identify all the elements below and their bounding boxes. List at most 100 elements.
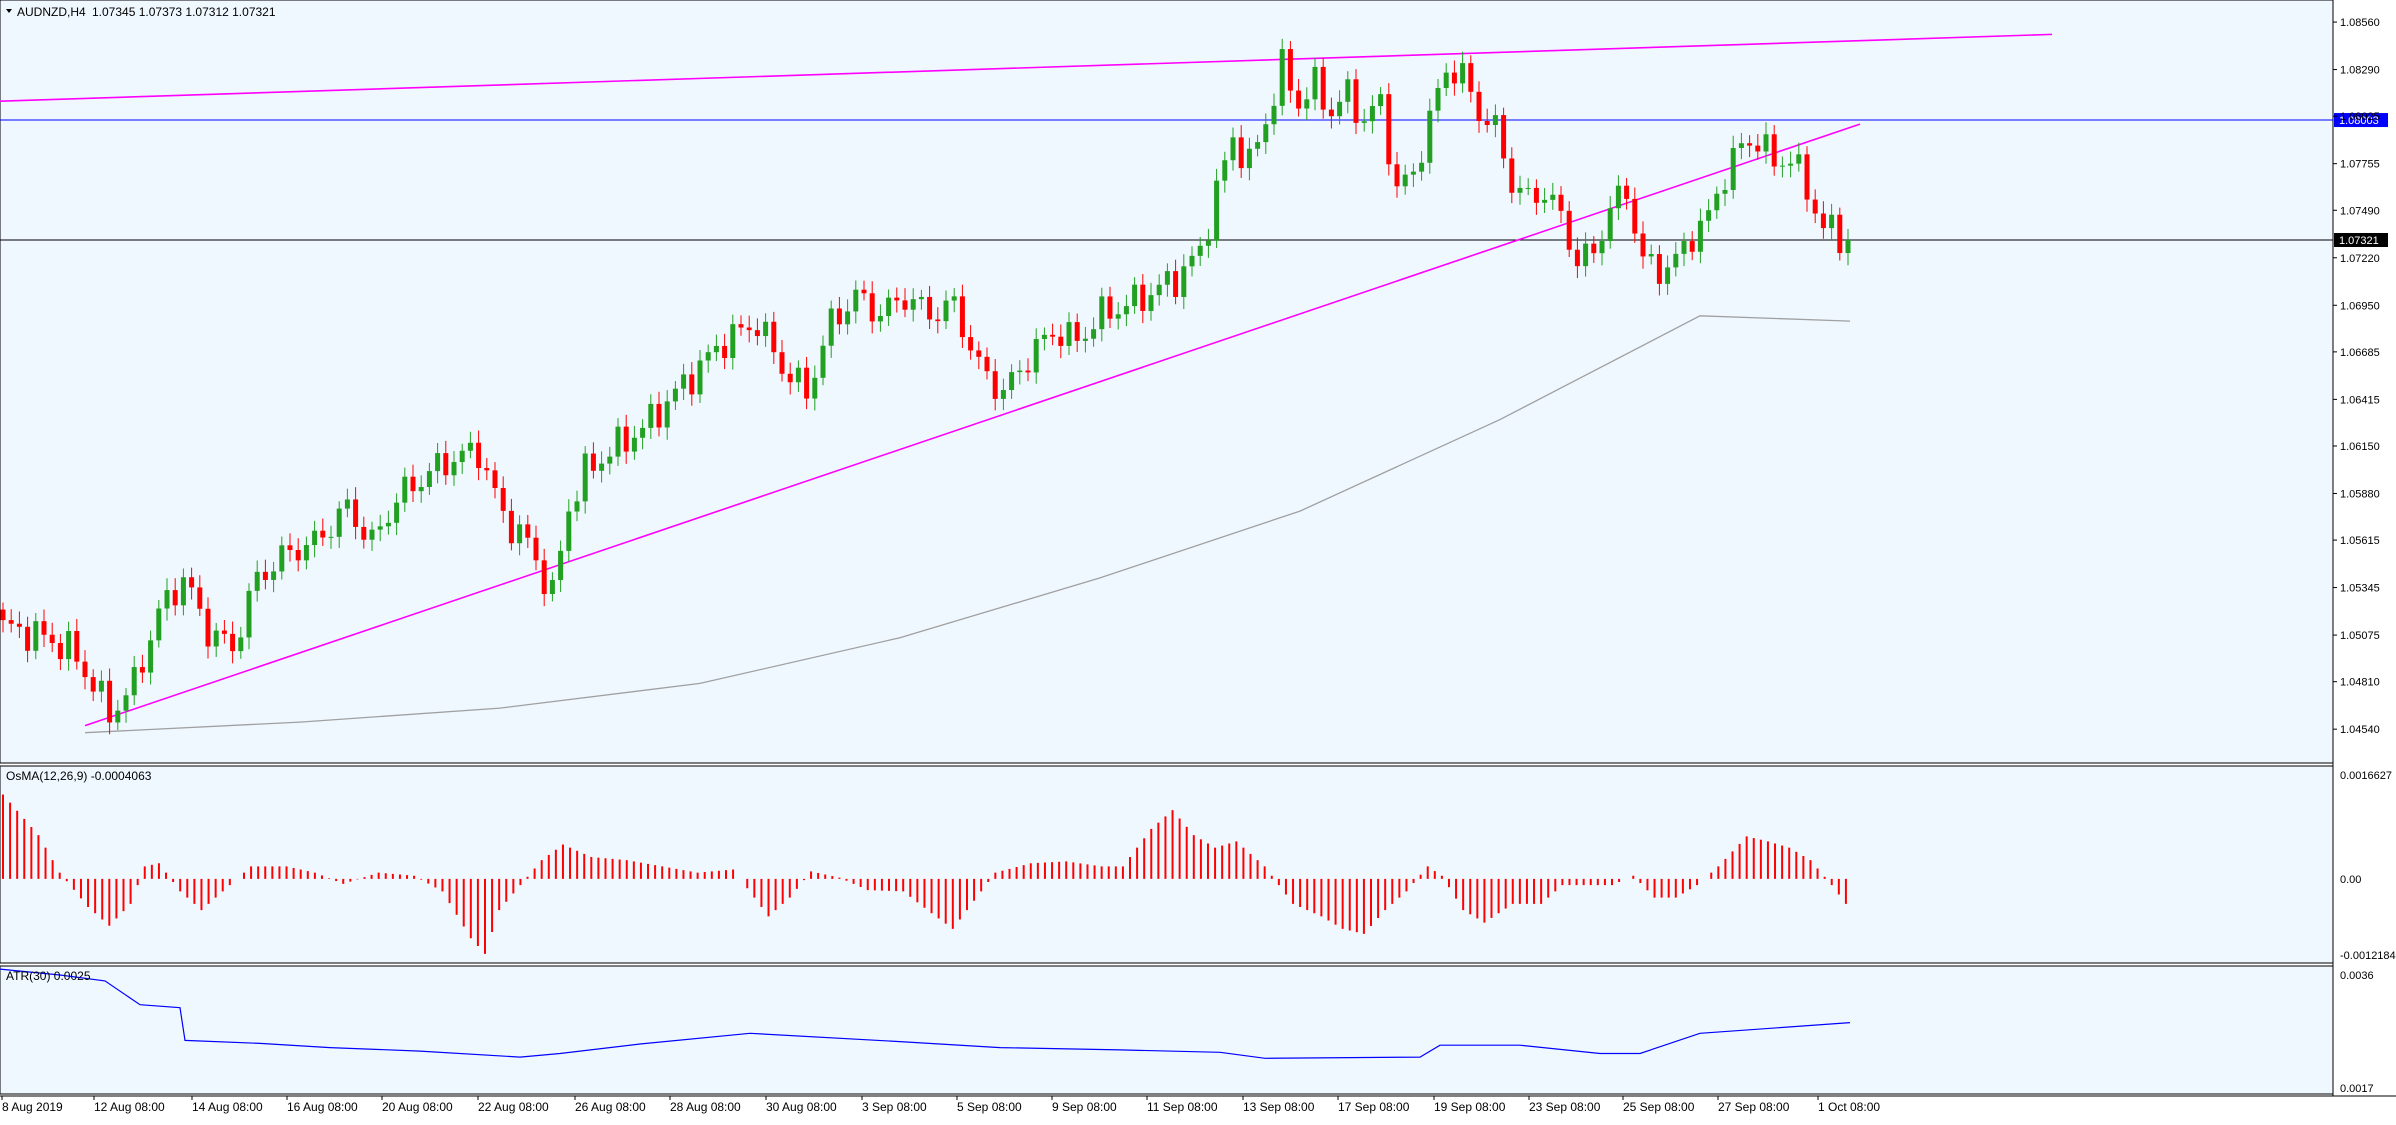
candle — [631, 425, 637, 460]
candle — [1148, 282, 1154, 321]
candle — [1796, 142, 1802, 172]
candle — [1665, 255, 1671, 295]
candle — [746, 315, 752, 343]
atr-tick-label: 0.0036 — [2340, 970, 2374, 982]
candle — [1779, 156, 1785, 178]
candle — [1287, 41, 1293, 103]
candle — [1378, 87, 1384, 115]
candle — [1050, 323, 1056, 346]
moving-average-line — [84, 315, 1851, 734]
candle — [197, 575, 203, 617]
candle — [33, 612, 39, 660]
candle — [845, 299, 851, 335]
candle — [1132, 277, 1138, 314]
candle — [1591, 236, 1597, 263]
candle — [336, 501, 342, 549]
candle — [1000, 378, 1006, 411]
candle — [877, 304, 883, 332]
candle — [82, 650, 88, 690]
candle — [1542, 188, 1548, 213]
candle — [1296, 79, 1302, 117]
candle — [1181, 254, 1187, 310]
candle — [1435, 79, 1441, 123]
candle — [1189, 246, 1195, 277]
candle — [1164, 263, 1170, 297]
candle — [1558, 186, 1564, 223]
time-tick-label: 17 Sep 08:00 — [1338, 1100, 1410, 1114]
candle — [418, 475, 424, 503]
candle — [353, 487, 359, 540]
trendline[interactable] — [84, 123, 1861, 727]
candle — [402, 467, 408, 512]
candle — [1386, 83, 1392, 176]
candle — [1845, 228, 1851, 266]
candle — [1082, 326, 1088, 353]
candle — [295, 538, 301, 572]
candle — [1648, 244, 1654, 265]
candle — [1484, 108, 1490, 133]
candle — [1107, 286, 1113, 329]
time-tick-label: 19 Sep 08:00 — [1434, 1100, 1506, 1114]
candle — [1115, 302, 1121, 330]
main-price-panel[interactable] — [0, 0, 2334, 764]
osma-panel[interactable] — [0, 765, 2334, 964]
candle — [738, 315, 744, 336]
candle — [1607, 195, 1613, 249]
symbol-label: AUDNZD,H4 — [17, 5, 86, 19]
candle — [1730, 135, 1736, 199]
candle — [1197, 236, 1203, 267]
candle — [123, 687, 129, 723]
candle — [541, 548, 547, 607]
candle — [1173, 259, 1179, 305]
price-tick-label: 1.08560 — [2340, 17, 2380, 29]
price-tick-label: 1.05075 — [2340, 630, 2380, 642]
osma-label: OsMA(12,26,9) -0.0004063 — [6, 769, 152, 783]
candle — [410, 464, 416, 503]
candle — [394, 493, 400, 536]
candle — [820, 335, 826, 386]
candle — [320, 518, 326, 546]
candle — [853, 280, 859, 324]
candle — [1402, 164, 1408, 195]
collapse-triangle-icon[interactable] — [6, 9, 12, 13]
svg-text:1.07321: 1.07321 — [2339, 235, 2379, 247]
candle — [943, 290, 949, 330]
candle — [705, 344, 711, 373]
candle — [484, 457, 490, 481]
price-tick-label: 1.06150 — [2340, 441, 2380, 453]
trendline[interactable] — [0, 33, 2053, 103]
time-tick-label: 25 Sep 08:00 — [1623, 1100, 1695, 1114]
atr-panel[interactable] — [0, 965, 2334, 1095]
candle — [57, 633, 63, 671]
candle — [681, 363, 687, 400]
time-tick-label: 13 Sep 08:00 — [1243, 1100, 1315, 1114]
candle — [1632, 187, 1638, 243]
time-tick-label: 1 Oct 08:00 — [1818, 1100, 1880, 1114]
candle — [1410, 163, 1416, 187]
candle — [205, 597, 211, 659]
candle — [279, 536, 285, 580]
candle — [1074, 313, 1080, 352]
candle — [25, 616, 31, 663]
candle — [754, 318, 760, 346]
candle — [525, 514, 531, 548]
price-tick-label: 1.07755 — [2340, 159, 2380, 171]
candle — [935, 307, 941, 334]
time-tick-label: 14 Aug 08:00 — [192, 1100, 263, 1114]
time-tick-label: 20 Aug 08:00 — [382, 1100, 453, 1114]
horizontal-lines-layer: 1.08003 1.07321 — [0, 113, 2388, 248]
candle — [582, 446, 588, 514]
time-tick-label: 16 Aug 08:00 — [287, 1100, 358, 1114]
candle — [1427, 98, 1433, 174]
candle — [1123, 294, 1129, 327]
price-scale[interactable] — [2333, 0, 2396, 1096]
candle — [1156, 274, 1162, 306]
time-tick-label: 26 Aug 08:00 — [575, 1100, 646, 1114]
candle — [238, 626, 244, 659]
candle — [492, 462, 498, 499]
price-tick-label: 1.08025 — [2340, 111, 2380, 123]
candle — [459, 443, 465, 474]
candle — [451, 451, 457, 486]
